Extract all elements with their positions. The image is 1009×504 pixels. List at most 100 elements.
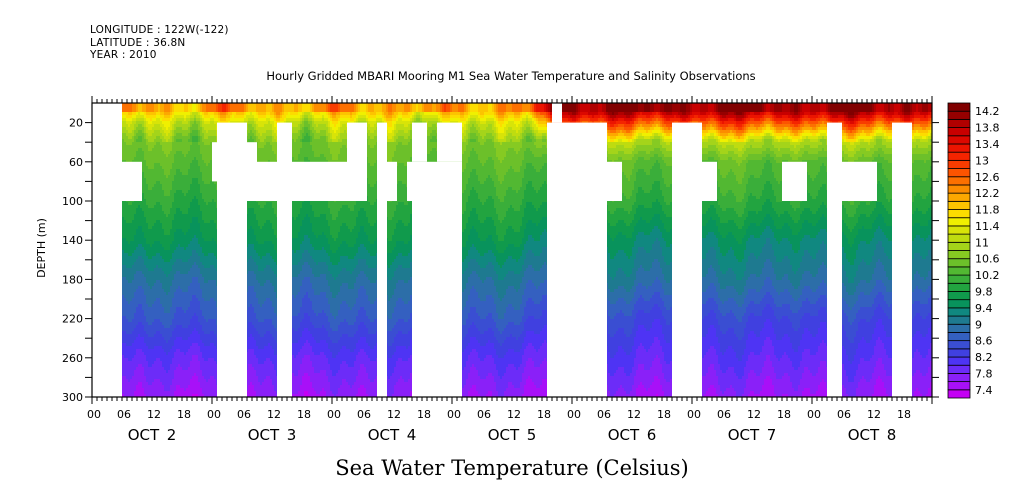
heatmap-cell xyxy=(192,160,194,163)
heatmap-cell xyxy=(134,202,136,205)
heatmap-cell xyxy=(144,121,146,124)
heatmap-cell xyxy=(166,307,168,310)
heatmap-cell xyxy=(178,310,180,313)
heatmap-cell xyxy=(126,325,128,328)
heatmap-cell xyxy=(160,364,162,367)
heatmap-cell xyxy=(174,229,176,232)
heatmap-cell xyxy=(180,367,182,370)
heatmap-cell xyxy=(138,151,140,154)
heatmap-cell xyxy=(168,205,170,208)
heatmap-cell xyxy=(140,112,142,115)
heatmap-cell xyxy=(192,382,194,385)
heatmap-cell xyxy=(174,295,176,298)
heatmap-cell xyxy=(170,166,172,169)
heatmap-cell xyxy=(134,373,136,376)
heatmap-cell xyxy=(172,349,174,352)
heatmap-cell xyxy=(154,283,156,286)
heatmap-cell xyxy=(132,118,134,121)
heatmap-cell xyxy=(162,211,164,214)
heatmap-cell xyxy=(170,268,172,271)
heatmap-cell xyxy=(144,313,146,316)
heatmap-cell xyxy=(140,250,142,253)
heatmap-cell xyxy=(144,256,146,259)
heatmap-cell xyxy=(186,166,188,169)
heatmap-cell xyxy=(126,106,128,109)
heatmap-cell xyxy=(178,208,180,211)
heatmap-cell xyxy=(162,172,164,175)
heatmap-cell xyxy=(192,127,194,130)
heatmap-cell xyxy=(140,292,142,295)
heatmap-cell xyxy=(188,349,190,352)
heatmap-cell xyxy=(184,229,186,232)
heatmap-cell xyxy=(132,358,134,361)
heatmap-cell xyxy=(150,184,152,187)
heatmap-cell xyxy=(170,364,172,367)
heatmap-cell xyxy=(134,361,136,364)
heatmap-cell xyxy=(150,307,152,310)
heatmap-cell xyxy=(188,358,190,361)
heatmap-cell xyxy=(122,148,124,151)
heatmap-cell xyxy=(172,265,174,268)
heatmap-cell xyxy=(124,112,126,115)
heatmap-cell xyxy=(190,292,192,295)
heatmap-cell xyxy=(168,109,170,112)
heatmap-cell xyxy=(144,322,146,325)
heatmap-cell xyxy=(124,139,126,142)
heatmap-cell xyxy=(158,316,160,319)
heatmap-cell xyxy=(188,328,190,331)
heatmap-cell xyxy=(138,154,140,157)
heatmap-cell xyxy=(188,154,190,157)
heatmap-cell xyxy=(158,301,160,304)
heatmap-cell xyxy=(158,244,160,247)
heatmap-cell xyxy=(160,223,162,226)
heatmap-cell xyxy=(122,391,124,394)
heatmap-cell xyxy=(150,316,152,319)
heatmap-cell xyxy=(190,271,192,274)
heatmap-cell xyxy=(178,376,180,379)
heatmap-cell xyxy=(130,280,132,283)
heatmap-cell xyxy=(182,319,184,322)
heatmap-cell xyxy=(142,274,144,277)
heatmap-cell xyxy=(168,334,170,337)
heatmap-cell xyxy=(170,283,172,286)
heatmap-cell xyxy=(124,118,126,121)
heatmap-cell xyxy=(124,346,126,349)
heatmap-cell xyxy=(192,322,194,325)
heatmap-cell xyxy=(184,220,186,223)
heatmap-cell xyxy=(164,379,166,382)
heatmap-cell xyxy=(162,280,164,283)
heatmap-cell xyxy=(190,139,192,142)
heatmap-cell xyxy=(158,298,160,301)
heatmap-cell xyxy=(166,199,168,202)
heatmap-cell xyxy=(168,355,170,358)
heatmap-cell xyxy=(122,232,124,235)
heatmap-cell xyxy=(188,106,190,109)
heatmap-cell xyxy=(124,328,126,331)
heatmap-cell xyxy=(140,346,142,349)
heatmap-cell xyxy=(166,346,168,349)
heatmap-cell xyxy=(122,142,124,145)
heatmap-cell xyxy=(128,232,130,235)
heatmap-cell xyxy=(168,361,170,364)
heatmap-cell xyxy=(190,313,192,316)
heatmap-cell xyxy=(184,355,186,358)
heatmap-cell xyxy=(156,340,158,343)
heatmap-cell xyxy=(132,115,134,118)
heatmap-cell xyxy=(138,376,140,379)
heatmap-cell xyxy=(144,304,146,307)
heatmap-cell xyxy=(152,151,154,154)
heatmap-cell xyxy=(138,346,140,349)
heatmap-cell xyxy=(130,334,132,337)
heatmap-cell xyxy=(124,370,126,373)
heatmap-cell xyxy=(186,220,188,223)
heatmap-cell xyxy=(140,253,142,256)
heatmap-cell xyxy=(178,271,180,274)
heatmap-cell xyxy=(124,364,126,367)
heatmap-cell xyxy=(164,340,166,343)
heatmap-cell xyxy=(144,109,146,112)
heatmap-cell xyxy=(136,328,138,331)
heatmap-cell xyxy=(150,166,152,169)
heatmap-cell xyxy=(160,211,162,214)
heatmap-cell xyxy=(130,136,132,139)
heatmap-cell xyxy=(142,364,144,367)
